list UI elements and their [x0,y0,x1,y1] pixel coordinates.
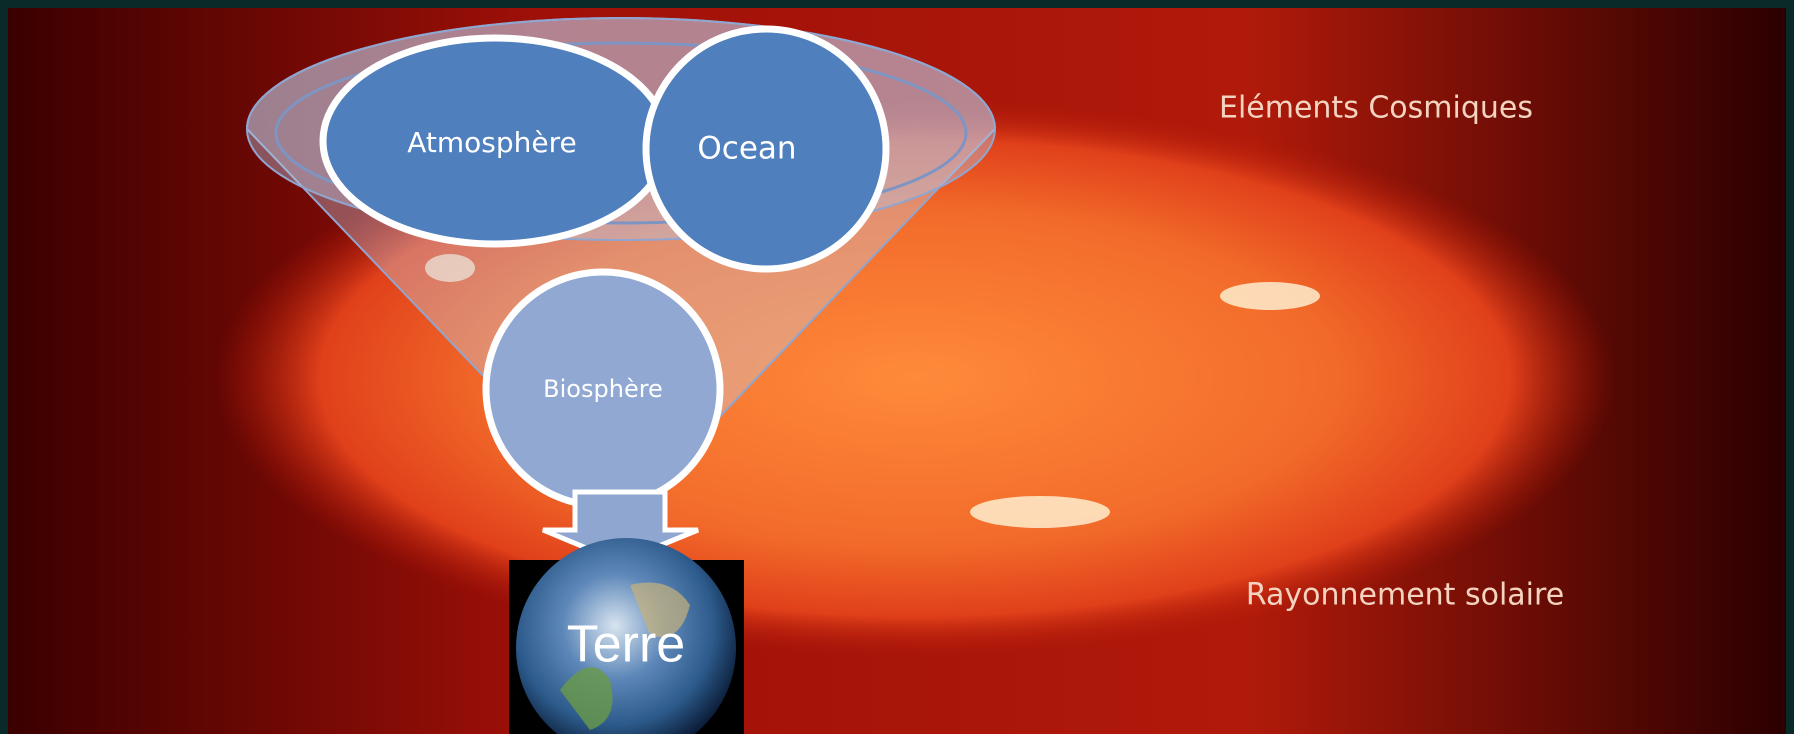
solar-label: Rayonnement solaire [1246,578,1564,613]
node-label: Terre [567,616,685,674]
flare [970,496,1110,528]
slide: Atmosphère Ocean Biosphère Terre Elément… [0,0,1794,734]
cosmic-label: Eléments Cosmiques [1219,91,1533,126]
flare [1220,282,1320,310]
node-label: Atmosphère [407,126,577,159]
node-label: Ocean [697,131,796,167]
node-label: Biosphère [543,375,663,403]
